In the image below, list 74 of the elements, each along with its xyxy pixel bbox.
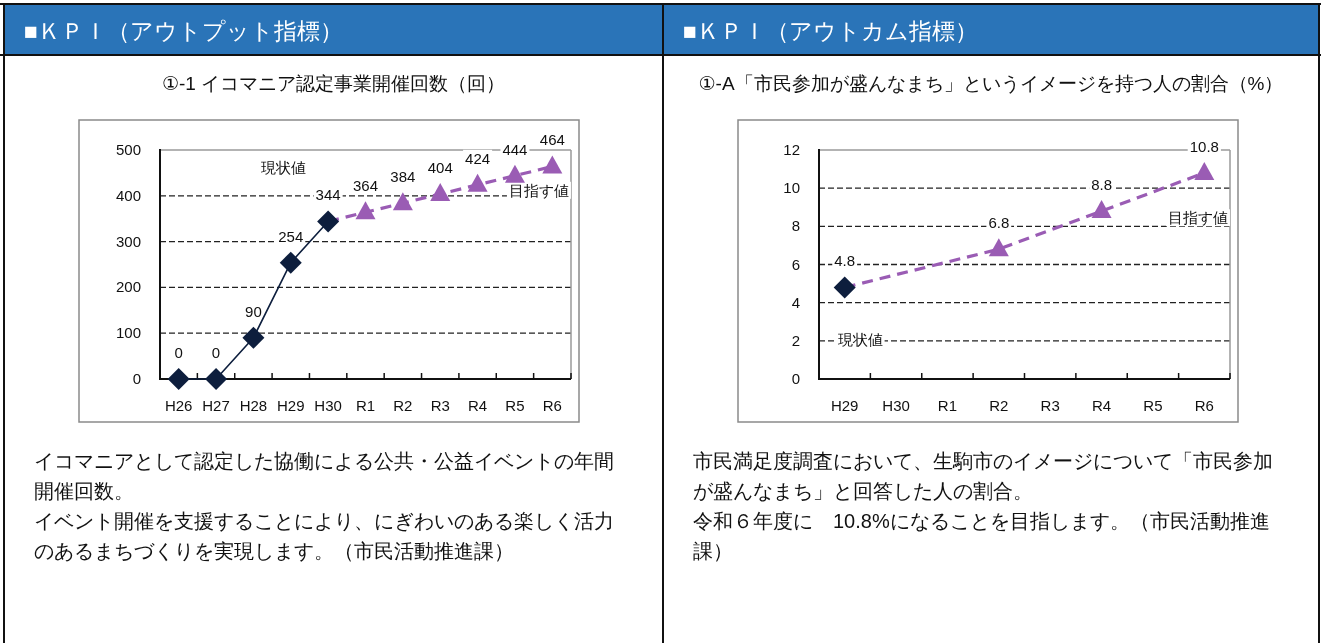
data-label: 6.8: [988, 214, 1010, 232]
x-tick-label: R4: [1091, 397, 1112, 414]
y-tick-label: 100: [115, 324, 141, 342]
data-label: 444: [502, 140, 528, 158]
x-tick-label: R1: [355, 397, 376, 414]
data-label: 4.8: [834, 252, 856, 270]
data-label: 404: [427, 158, 453, 176]
data-label: 254: [278, 227, 304, 245]
point: [467, 173, 488, 192]
x-tick-label: H26: [164, 397, 193, 414]
text: 市民満足度調査において、生駒市のイメージについて「市民参加が盛んなまち」と回答した人の割合。: [693, 450, 1273, 502]
data-label: 464: [539, 131, 565, 149]
data-label: 424: [465, 149, 491, 167]
y-tick-label: 0: [132, 370, 141, 387]
point: [205, 368, 228, 390]
x-tick-label: R5: [505, 397, 525, 414]
x-tick-label: R5: [1143, 397, 1163, 414]
x-tick-label: H30: [314, 397, 342, 414]
data-label: 8.8: [1091, 176, 1112, 194]
y-tick-label: 8: [791, 217, 800, 235]
x-tick-label: H29: [277, 397, 305, 414]
data-label: 0: [211, 344, 221, 361]
x-tick-label: R3: [1040, 397, 1060, 414]
x-tick-label: R3: [430, 397, 450, 414]
data-label: 384: [390, 168, 416, 186]
point: [504, 164, 525, 183]
y-tick-label: 12: [783, 141, 800, 158]
series-label: 目指す値: [508, 181, 569, 199]
x-tick-label: R4: [468, 397, 488, 414]
y-tick-label: 500: [115, 141, 141, 158]
data-label: 0: [174, 344, 183, 361]
x-tick-label: H28: [239, 397, 268, 414]
point: [833, 276, 856, 299]
data-label: 344: [315, 186, 341, 204]
data-label: 10.8: [1189, 137, 1219, 155]
point: [542, 155, 563, 174]
x-tick-label: R6: [542, 397, 562, 414]
x-tick-label: H30: [882, 397, 910, 414]
point: [392, 192, 413, 211]
x-tick-label: R2: [393, 397, 413, 414]
y-tick-label: 200: [115, 278, 141, 296]
y-tick-label: 400: [115, 186, 141, 204]
point: [167, 368, 190, 390]
y-tick-label: 2: [791, 331, 800, 349]
x-tick-label: H29: [830, 397, 859, 414]
x-tick-label: R1: [937, 397, 958, 414]
x-tick-label: R2: [989, 397, 1009, 414]
point: [279, 251, 302, 274]
x-tick-label: R6: [1194, 397, 1214, 414]
text: 令和６年度に 10.8%になることを目指します。（市民活動推進課）: [693, 510, 1270, 562]
y-tick-label: 10: [783, 179, 800, 197]
point: [988, 238, 1009, 257]
data-label: 364: [353, 177, 378, 195]
data-label: 90: [245, 302, 262, 320]
y-tick-label: 300: [115, 232, 141, 250]
series-label: 現状値: [837, 330, 883, 348]
chart-subtitle: ①-A「市民参加が盛んなまち」というイメージを持つ人の割合（%）: [698, 73, 1284, 94]
point: [242, 326, 265, 349]
point: [317, 210, 340, 233]
series-label: 現状値: [260, 158, 306, 176]
x-tick-label: H27: [202, 397, 230, 414]
point: [430, 182, 451, 201]
point: [1194, 161, 1215, 180]
text: イベント開催を支援することにより、にぎわいのある楽しく活力のあるまちづくりを実現します。（市民活動推進課）: [34, 510, 614, 562]
series-label: 目指す値: [1167, 209, 1228, 227]
chart-title: ■ＫＰＩ（アウトプット指標）: [24, 18, 343, 44]
text: イコマニアとして認定した協働による公共・公益イベントの年間開催回数。: [34, 450, 614, 502]
y-tick-label: 6: [791, 255, 800, 273]
point: [1091, 200, 1112, 219]
chart-title: ■ＫＰＩ（アウトカム指標）: [683, 18, 978, 44]
y-tick-label: 4: [791, 293, 800, 311]
point: [355, 201, 376, 220]
y-tick-label: 0: [791, 370, 800, 387]
chart-subtitle: ①-1 イコマニア認定事業開催回数（回）: [161, 73, 506, 94]
